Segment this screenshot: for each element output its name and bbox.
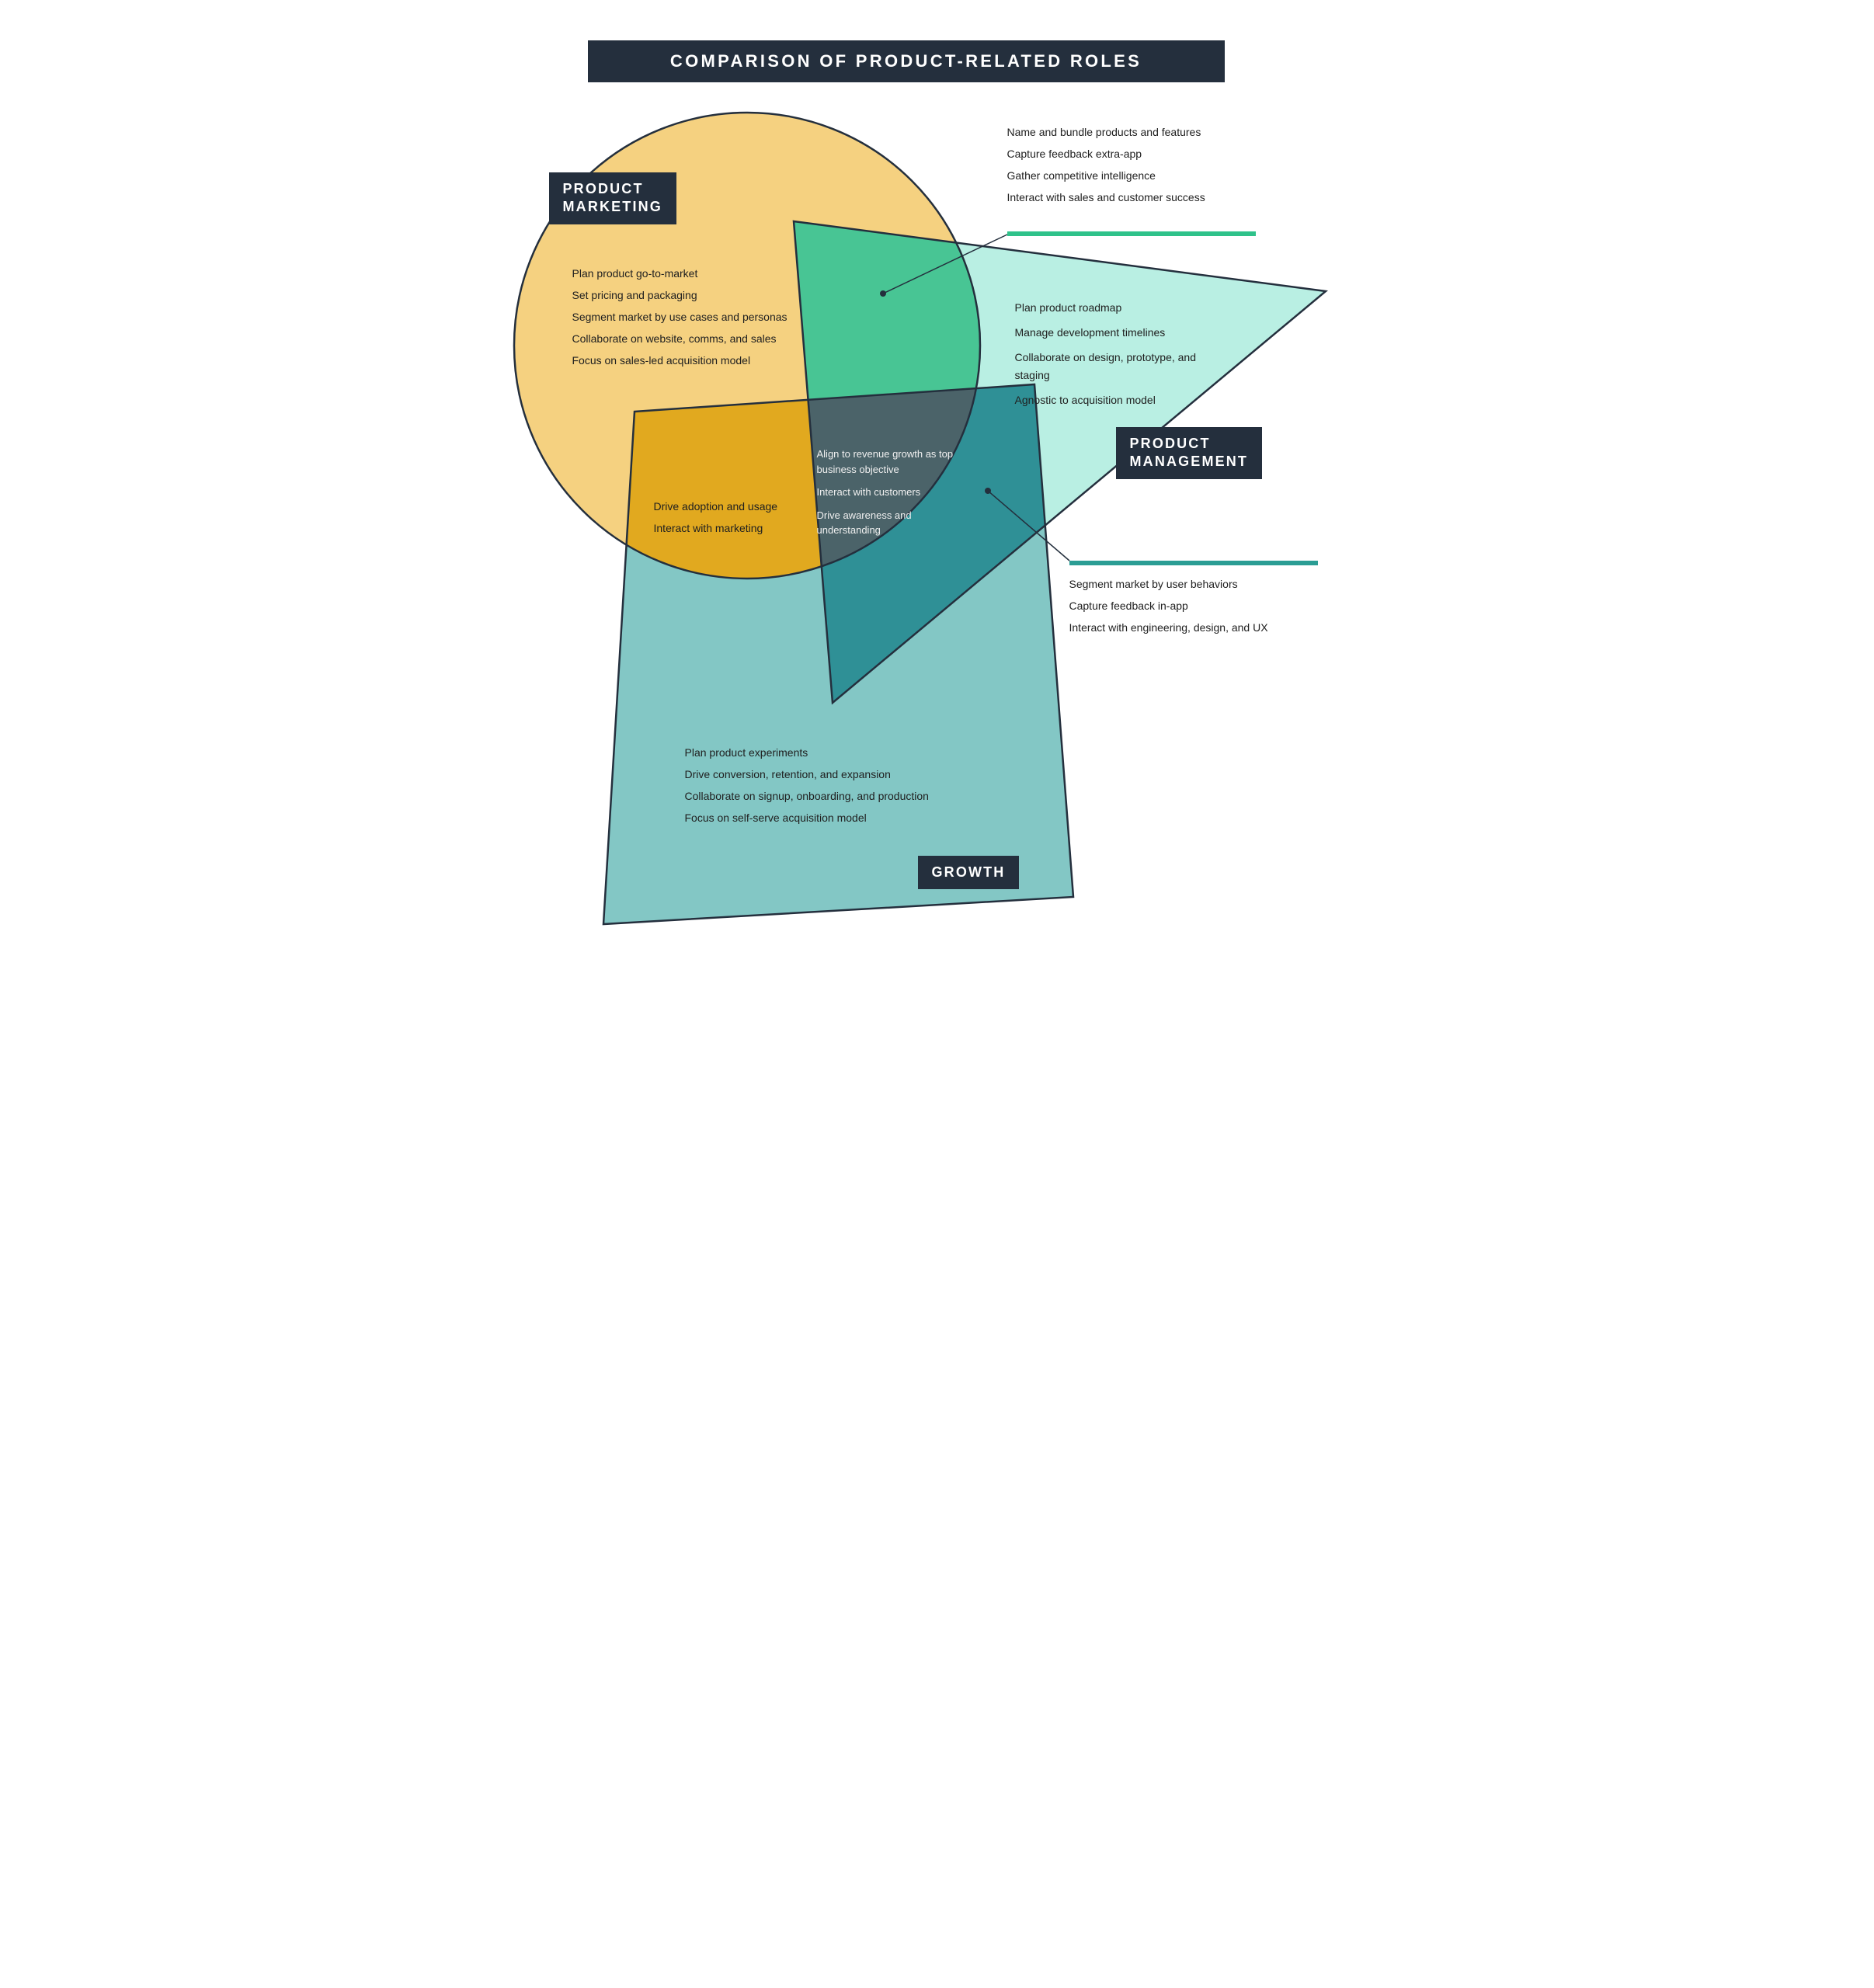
bullets-marketing-growth: Drive adoption and usage Interact with m… <box>654 495 817 539</box>
bullet-item: Capture feedback in-app <box>1069 595 1318 617</box>
bullet-item: Focus on self-serve acquisition model <box>685 807 980 829</box>
bullet-item: Drive adoption and usage <box>654 495 817 517</box>
bullet-item: Focus on sales-led acquisition model <box>572 349 813 371</box>
bullet-item: Plan product roadmap <box>1015 299 1217 318</box>
bullet-item: Segment market by user behaviors <box>1069 573 1318 595</box>
callout-bottom-bar <box>1069 561 1318 565</box>
diagram-canvas: COMPARISON OF PRODUCT-RELATED ROLES PROD… <box>471 0 1403 989</box>
bullet-item: Collaborate on design, prototype, and st… <box>1015 349 1217 386</box>
callout-top-dot <box>880 290 886 297</box>
callout-top-bar <box>1007 231 1256 236</box>
bullet-item: Manage development timelines <box>1015 324 1217 342</box>
bullet-item: Plan product experiments <box>685 742 980 763</box>
bullets-callout-bottom: Segment market by user behaviors Capture… <box>1069 573 1318 638</box>
bullet-item: Drive conversion, retention, and expansi… <box>685 763 980 785</box>
bullet-item: Interact with engineering, design, and U… <box>1069 617 1318 638</box>
label-product-management: PRODUCT MANAGEMENT <box>1116 427 1263 479</box>
label-product-marketing: PRODUCT MARKETING <box>549 172 676 224</box>
bullet-item: Interact with sales and customer success <box>1007 186 1256 208</box>
bullet-item: Gather competitive intelligence <box>1007 165 1256 186</box>
bullet-item: Segment market by use cases and personas <box>572 306 813 328</box>
bullet-item: Agnostic to acquisition model <box>1015 391 1217 410</box>
bullet-item: Interact with marketing <box>654 517 817 539</box>
bullet-item: Collaborate on signup, onboarding, and p… <box>685 785 980 807</box>
bullet-item: Collaborate on website, comms, and sales <box>572 328 813 349</box>
bullet-item: Interact with customers <box>817 485 972 500</box>
bullets-growth-only: Plan product experiments Drive conversio… <box>685 742 980 829</box>
bullet-item: Plan product go-to-market <box>572 262 813 284</box>
callout-bottom-dot <box>985 488 991 494</box>
bullets-all-three: Align to revenue growth as top business … <box>817 447 972 538</box>
bullets-callout-top: Name and bundle products and features Ca… <box>1007 121 1256 208</box>
bullets-management-only: Plan product roadmap Manage development … <box>1015 299 1217 410</box>
bullet-item: Drive awareness and understanding <box>817 508 972 538</box>
label-growth: GROWTH <box>918 856 1020 889</box>
diagram-title: COMPARISON OF PRODUCT-RELATED ROLES <box>588 40 1225 82</box>
bullet-item: Set pricing and packaging <box>572 284 813 306</box>
bullet-item: Capture feedback extra-app <box>1007 143 1256 165</box>
bullet-item: Align to revenue growth as top business … <box>817 447 972 477</box>
bullets-marketing-only: Plan product go-to-market Set pricing an… <box>572 262 813 371</box>
bullet-item: Name and bundle products and features <box>1007 121 1256 143</box>
